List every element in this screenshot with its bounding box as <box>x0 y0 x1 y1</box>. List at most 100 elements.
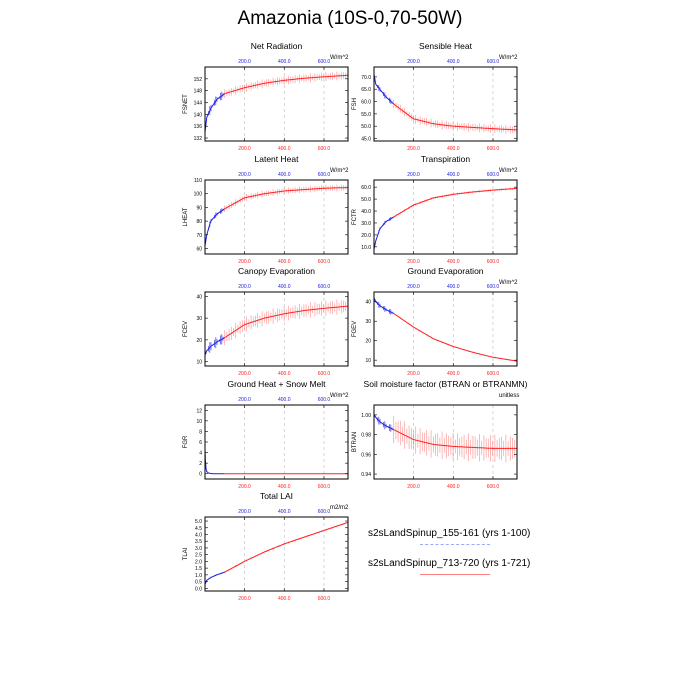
y-tick-label: 4 <box>199 451 202 457</box>
plot-frame <box>373 179 518 255</box>
figure-title: Amazonia (10S-0,70-50W) <box>237 8 463 29</box>
series-spread <box>224 521 349 574</box>
x-tick-label: 600.0 <box>487 146 500 152</box>
x-tick-label-top: 200.0 <box>238 397 251 403</box>
x-tick-label: 400.0 <box>278 259 291 265</box>
x-tick-label: 400.0 <box>447 371 460 377</box>
y-axis-label: LHEAT <box>183 207 189 226</box>
x-tick-label-top: 400.0 <box>278 284 291 290</box>
x-tick-label-top: 600.0 <box>487 59 500 65</box>
chart-units: W/m^2 <box>499 55 518 61</box>
y-tick-label: 6 <box>199 440 202 446</box>
x-tick-label: 600.0 <box>318 146 331 152</box>
y-tick-label: 60.0 <box>361 100 371 106</box>
chart-title: Latent Heat <box>255 154 300 164</box>
x-tick-label: 200.0 <box>407 259 420 265</box>
chart-units: W/m^2 <box>330 55 349 61</box>
x-tick-label-top: 200.0 <box>407 172 420 178</box>
series-line <box>373 74 395 105</box>
series-spread <box>393 312 518 362</box>
y-tick-label: 65.0 <box>361 87 371 93</box>
y-tick-label: 90 <box>196 205 202 211</box>
plot-frame <box>204 66 349 142</box>
y-tick-label: 136 <box>194 124 203 130</box>
series-line <box>373 297 394 314</box>
y-axis-label: BTRAN <box>352 432 358 452</box>
series-line <box>224 305 349 339</box>
y-tick-label: 1.5 <box>195 566 202 572</box>
legend-line <box>420 544 490 545</box>
y-tick-label: 2.0 <box>195 559 202 565</box>
x-tick-label: 400.0 <box>278 484 291 490</box>
series-spread <box>373 411 393 432</box>
plot-frame <box>373 66 518 142</box>
y-tick-label: 20 <box>365 339 371 345</box>
chart-title: Ground Heat + Snow Melt <box>227 379 326 389</box>
y-tick-label: 70.0 <box>361 75 371 81</box>
y-tick-label: 10.0 <box>361 245 371 251</box>
y-axis-label: FGEV <box>352 321 358 337</box>
x-tick-label: 600.0 <box>318 484 331 490</box>
chart-units: m2/m2 <box>330 505 349 511</box>
y-tick-label: 144 <box>194 101 203 107</box>
x-tick-label: 400.0 <box>278 146 291 152</box>
x-tick-label: 200.0 <box>238 596 251 602</box>
y-tick-label: 110 <box>194 178 202 184</box>
plot-frame <box>204 291 349 367</box>
x-tick-label: 600.0 <box>318 596 331 602</box>
y-tick-label: 8 <box>199 429 202 435</box>
chart-title: Net Radiation <box>251 41 303 51</box>
y-tick-label: 45.0 <box>361 137 371 143</box>
plot-frame <box>373 404 518 480</box>
y-tick-label: 3.0 <box>195 546 202 552</box>
legend-item: s2sLandSpinup_155-161 (yrs 1-100) <box>368 528 548 558</box>
x-tick-label-top: 400.0 <box>278 397 291 403</box>
x-tick-label-top: 200.0 <box>407 59 420 65</box>
y-tick-label: 4.0 <box>195 532 202 538</box>
x-tick-label-top: 600.0 <box>318 284 331 290</box>
chart-units: unitless <box>499 393 519 399</box>
y-axis-label: FSNET <box>183 94 189 114</box>
x-tick-label: 600.0 <box>487 484 500 490</box>
legend-line <box>420 574 490 575</box>
x-tick-label: 600.0 <box>318 259 331 265</box>
y-axis-label: FCTR <box>352 208 358 225</box>
series-line <box>373 414 394 431</box>
y-tick-label: 50.0 <box>361 124 371 130</box>
chart-units: W/m^2 <box>499 280 518 286</box>
y-tick-label: 0.96 <box>361 452 371 458</box>
y-tick-label: 1.00 <box>361 413 371 419</box>
series-line <box>373 216 394 250</box>
x-tick-label: 400.0 <box>447 146 460 152</box>
x-tick-label: 400.0 <box>278 596 291 602</box>
series-spread <box>393 187 518 219</box>
legend-label: s2sLandSpinup_713-720 (yrs 1-721) <box>368 558 531 569</box>
y-tick-label: 10 <box>196 419 202 425</box>
x-tick-label: 600.0 <box>487 259 500 265</box>
y-tick-label: 5.0 <box>195 519 202 525</box>
y-tick-label: 4.5 <box>195 526 202 532</box>
series-spread <box>204 208 224 249</box>
x-tick-label: 600.0 <box>487 371 500 377</box>
series-line <box>204 337 225 356</box>
series-line <box>204 93 226 133</box>
y-tick-label: 2 <box>199 461 202 467</box>
y-tick-label: 55.0 <box>361 112 371 118</box>
x-tick-label-top: 400.0 <box>447 59 460 65</box>
x-tick-label: 400.0 <box>278 371 291 377</box>
y-axis-label: TLAI <box>183 547 189 560</box>
chart-title: Transpiration <box>421 154 471 164</box>
y-tick-label: 3.5 <box>195 539 202 545</box>
y-tick-label: 50.0 <box>361 197 371 203</box>
y-tick-label: 2.5 <box>195 553 202 559</box>
legend: s2sLandSpinup_155-161 (yrs 1-100) s2sLan… <box>368 528 548 588</box>
y-tick-label: 30 <box>365 319 371 325</box>
x-tick-label-top: 600.0 <box>318 509 331 515</box>
chart-title: Canopy Evaporation <box>238 266 315 276</box>
x-tick-label-top: 400.0 <box>447 172 460 178</box>
y-tick-label: 132 <box>194 136 203 142</box>
series-line <box>224 521 349 573</box>
y-tick-label: 30 <box>196 316 202 322</box>
y-axis-label: FSH <box>352 98 358 110</box>
